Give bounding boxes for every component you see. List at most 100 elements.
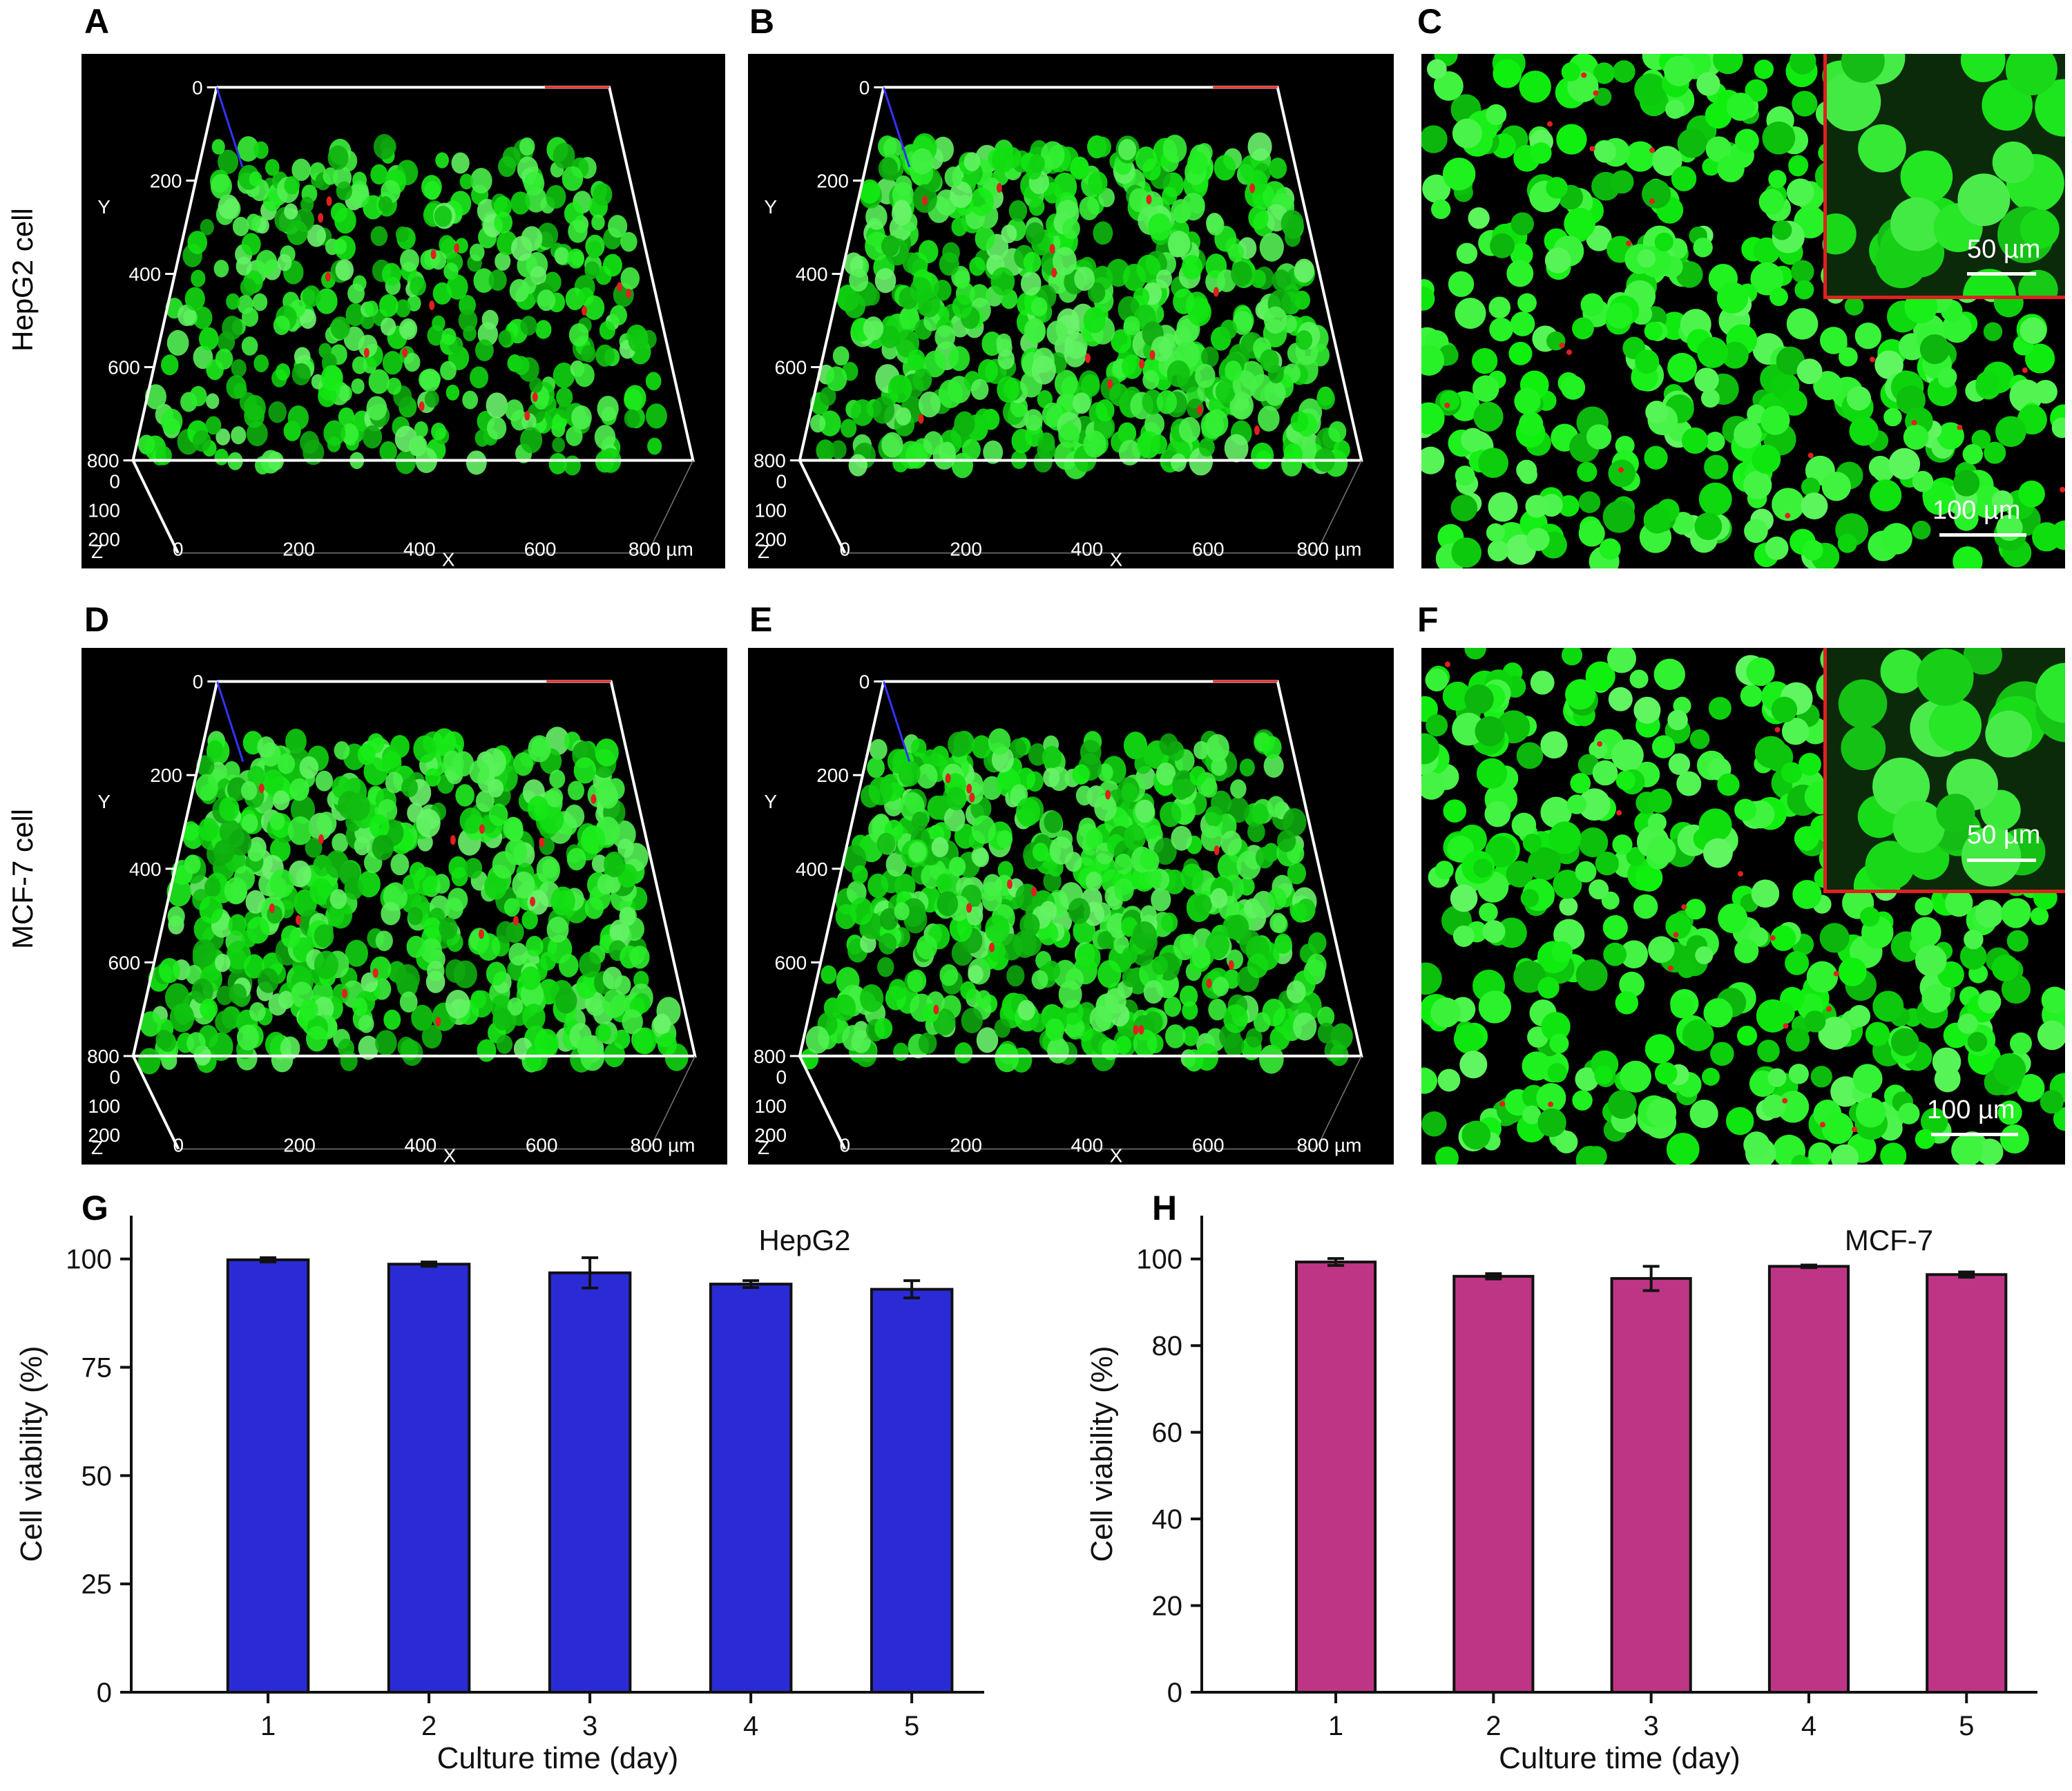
live-cell	[1024, 318, 1046, 343]
live-cell	[1044, 811, 1063, 834]
live-cell	[1577, 461, 1598, 482]
live-cell	[336, 181, 353, 201]
live-cell	[1172, 780, 1190, 800]
live-cell	[469, 760, 490, 784]
live-cell	[1228, 243, 1245, 262]
live-cell	[1786, 308, 1819, 340]
live-cell	[1253, 1012, 1271, 1033]
live-cell	[614, 975, 631, 995]
live-cell	[1479, 902, 1498, 922]
live-cell	[536, 856, 561, 884]
main-scalebar-label: 100 µm	[1932, 496, 2021, 525]
live-cell	[486, 392, 508, 419]
live-cell	[952, 294, 972, 318]
live-cell	[537, 222, 559, 248]
live-cell	[1451, 537, 1482, 568]
live-cell	[1653, 658, 1685, 690]
live-cell	[1173, 933, 1196, 961]
live-cell	[1880, 1142, 1907, 1165]
live-cell	[948, 856, 966, 877]
live-cell	[1164, 1024, 1186, 1048]
live-cell	[1612, 60, 1635, 83]
live-cell	[863, 287, 880, 306]
panel-letter-h: H	[1152, 1189, 1178, 1227]
live-cell	[269, 869, 294, 898]
dead-cell	[918, 414, 924, 424]
inset-cell	[1872, 757, 1930, 815]
live-cell	[591, 854, 608, 873]
live-cell	[1435, 1146, 1459, 1165]
inset-cell	[1841, 725, 1886, 771]
live-cell	[1565, 679, 1596, 710]
live-cell	[944, 166, 963, 188]
inset-cell	[1963, 648, 2002, 675]
live-cell	[1999, 1124, 2029, 1154]
inset-cell	[1985, 710, 2033, 758]
live-cell	[969, 256, 986, 276]
dead-cell	[1051, 267, 1057, 278]
live-cell	[970, 379, 989, 401]
live-cell	[1421, 962, 1442, 995]
live-cell	[1737, 1025, 1758, 1046]
live-cell	[1144, 412, 1165, 437]
live-cell	[381, 901, 401, 926]
live-cell	[1208, 998, 1227, 1021]
live-cell	[432, 728, 457, 756]
panel-letter-g: G	[81, 1189, 108, 1227]
live-cell	[1934, 1066, 1961, 1093]
z-tick-label: 200	[754, 1124, 787, 1146]
cell-cloud	[137, 727, 689, 1075]
live-cell	[1247, 170, 1268, 195]
y-tick-label: 75	[81, 1353, 113, 1383]
live-cell	[843, 293, 866, 318]
live-cell	[1681, 427, 1709, 454]
live-cell	[1593, 62, 1615, 84]
live-cell	[1162, 186, 1178, 205]
live-cell	[1578, 788, 1611, 821]
live-cell	[1781, 762, 1803, 783]
dead-cell	[1774, 727, 1781, 733]
dead-cell	[341, 988, 347, 999]
live-cell	[527, 796, 549, 821]
live-cell	[1881, 523, 1912, 555]
live-cell	[1225, 361, 1243, 381]
live-cell	[1031, 970, 1048, 990]
x-tick-label: 400	[403, 538, 436, 559]
live-cell	[1072, 764, 1090, 785]
live-cell	[249, 171, 262, 187]
live-cell	[893, 1042, 909, 1062]
x-tick-label: 200	[283, 1134, 316, 1156]
live-cell	[1047, 1037, 1069, 1064]
y-tick-label: 80	[1152, 1331, 1183, 1361]
live-cell	[1765, 536, 1789, 560]
live-cell	[954, 412, 975, 437]
live-cell	[1211, 790, 1232, 815]
inset-cell	[1838, 679, 1888, 729]
live-cell	[1898, 1102, 1920, 1124]
live-cell	[352, 356, 367, 374]
dead-cell	[1833, 970, 1839, 977]
inset-cell	[1892, 801, 1945, 853]
live-cell	[602, 253, 622, 277]
dead-cell	[1618, 467, 1624, 473]
live-cell	[1486, 523, 1505, 542]
live-cell	[1006, 965, 1025, 987]
live-cell	[1452, 925, 1475, 947]
live-cell	[1506, 861, 1533, 888]
live-cell	[851, 399, 874, 426]
inset-cell	[1900, 150, 1953, 203]
chart-title: MCF-7	[1845, 1224, 1933, 1256]
live-cell	[1868, 455, 1892, 479]
live-cell	[473, 268, 495, 293]
dead-cell	[478, 929, 484, 939]
live-cell	[584, 261, 600, 280]
live-cell	[258, 968, 279, 993]
live-cell	[568, 780, 584, 801]
live-cell	[900, 308, 920, 332]
z-tick-label: 100	[88, 500, 120, 521]
live-cell	[222, 316, 243, 341]
live-cell	[1425, 668, 1448, 692]
live-cell	[510, 191, 530, 215]
live-cell	[1020, 271, 1042, 296]
dead-cell	[372, 968, 378, 978]
